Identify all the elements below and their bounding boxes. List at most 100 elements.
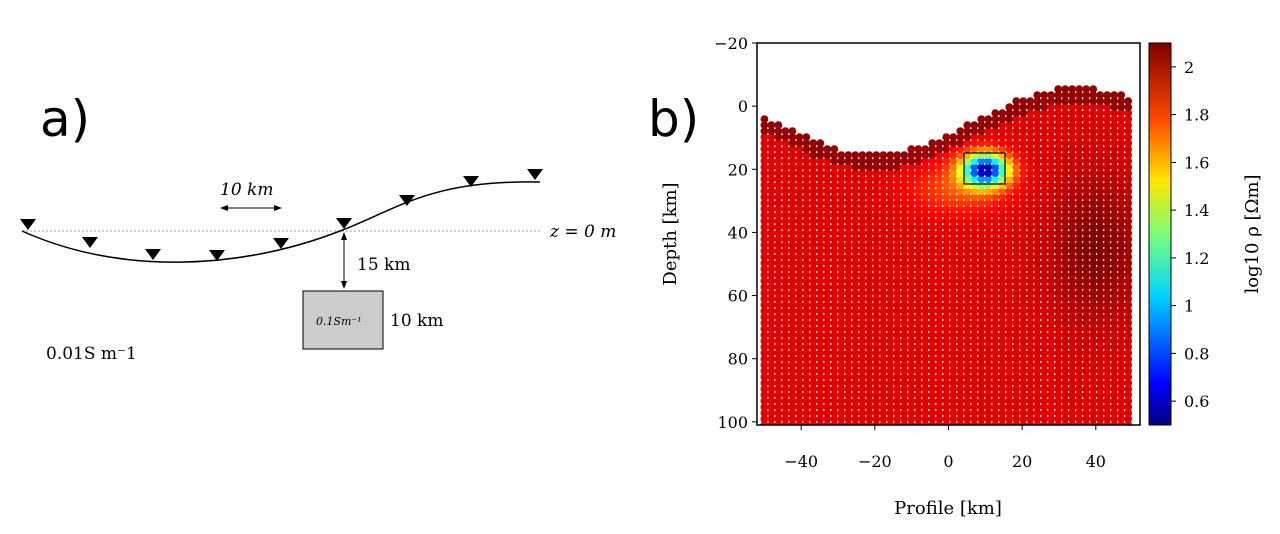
resistivity-dot <box>858 301 867 309</box>
resistivity-dot <box>1061 235 1070 244</box>
resistivity-dot <box>984 115 993 123</box>
resistivity-dot <box>1110 211 1119 220</box>
resistivity-dot <box>886 253 895 261</box>
resistivity-dot <box>991 307 1000 315</box>
resistivity-dot <box>830 235 839 244</box>
resistivity-dot <box>1089 151 1098 160</box>
resistivity-dot <box>914 145 923 154</box>
resistivity-dot <box>1061 157 1070 166</box>
resistivity-dot <box>781 127 790 135</box>
resistivity-dot <box>1026 337 1035 345</box>
resistivity-dot <box>1124 403 1133 411</box>
resistivity-dot <box>872 199 881 208</box>
resistivity-dot <box>1040 97 1049 105</box>
resistivity-dot <box>1082 385 1091 393</box>
resistivity-dot <box>1075 385 1084 393</box>
resistivity-dot <box>1096 127 1105 135</box>
resistivity-dot <box>774 235 783 244</box>
resistivity-dot <box>991 211 1000 220</box>
resistivity-dot <box>1033 337 1042 345</box>
resistivity-dot <box>1075 277 1084 285</box>
resistivity-dot <box>977 307 986 315</box>
resistivity-dot <box>914 175 923 184</box>
resistivity-dot <box>1033 199 1042 208</box>
resistivity-dot <box>816 193 825 202</box>
resistivity-dot <box>844 187 853 196</box>
resistivity-dot <box>1005 319 1014 327</box>
resistivity-dot <box>879 301 888 309</box>
resistivity-dot <box>823 379 832 387</box>
resistivity-dot <box>781 361 790 369</box>
resistivity-dot <box>830 403 839 411</box>
resistivity-dot <box>795 349 804 357</box>
resistivity-dot <box>942 169 951 178</box>
resistivity-dot <box>851 151 860 160</box>
resistivity-dot <box>1061 367 1070 375</box>
resistivity-dot <box>1026 409 1035 417</box>
resistivity-dot <box>1117 301 1126 309</box>
resistivity-dot <box>935 403 944 411</box>
resistivity-dot <box>907 259 916 267</box>
resistivity-dot <box>851 319 860 327</box>
resistivity-dot <box>767 301 776 309</box>
resistivity-dot <box>781 253 790 261</box>
resistivity-dot <box>760 397 769 405</box>
resistivity-dot <box>879 331 888 339</box>
resistivity-dot <box>1061 415 1070 423</box>
resistivity-dot <box>1075 361 1084 369</box>
resistivity-dot <box>984 205 993 214</box>
resistivity-dot <box>872 229 881 238</box>
resistivity-dot <box>998 169 1007 178</box>
resistivity-dot <box>1096 145 1105 154</box>
resistivity-dot <box>1082 301 1091 309</box>
resistivity-dot <box>851 325 860 333</box>
resistivity-dot <box>1005 331 1014 339</box>
resistivity-dot <box>837 235 846 244</box>
resistivity-dot <box>802 259 811 267</box>
resistivity-dot <box>767 181 776 190</box>
resistivity-dot <box>1068 169 1077 178</box>
resistivity-dot <box>865 301 874 309</box>
resistivity-dot <box>788 211 797 220</box>
resistivity-dot <box>830 415 839 423</box>
resistivity-dot <box>914 355 923 363</box>
resistivity-dot <box>970 247 979 255</box>
resistivity-dot <box>844 373 853 381</box>
resistivity-dot <box>795 313 804 321</box>
resistivity-dot <box>935 139 944 148</box>
resistivity-dot <box>935 409 944 417</box>
resistivity-dot <box>886 229 895 238</box>
resistivity-dot <box>865 247 874 255</box>
resistivity-dot <box>1033 271 1042 279</box>
resistivity-dot <box>837 193 846 202</box>
resistivity-dot <box>760 163 769 172</box>
resistivity-dot <box>935 379 944 387</box>
resistivity-dot <box>1068 127 1077 135</box>
resistivity-dot <box>1019 223 1028 232</box>
resistivity-dot <box>1033 325 1042 333</box>
resistivity-dot <box>963 235 972 244</box>
resistivity-dot <box>823 313 832 321</box>
resistivity-dot <box>998 361 1007 369</box>
resistivity-dot <box>1075 259 1084 267</box>
resistivity-dot <box>886 295 895 303</box>
resistivity-dot <box>858 295 867 303</box>
resistivity-dot <box>963 385 972 393</box>
resistivity-dot <box>977 193 986 202</box>
resistivity-dot <box>1033 265 1042 273</box>
resistivity-dot <box>1040 415 1049 423</box>
resistivity-dot <box>949 313 958 321</box>
resistivity-dot <box>844 361 853 369</box>
resistivity-dot <box>984 403 993 411</box>
resistivity-dot <box>998 385 1007 393</box>
resistivity-dot <box>949 193 958 202</box>
resistivity-dot <box>977 313 986 321</box>
resistivity-dot <box>1068 289 1077 297</box>
resistivity-dot <box>1096 133 1105 142</box>
resistivity-dot <box>1082 121 1091 129</box>
resistivity-dot <box>942 397 951 405</box>
resistivity-dot <box>893 235 902 244</box>
resistivity-dot <box>1033 139 1042 148</box>
resistivity-dot <box>1026 301 1035 309</box>
